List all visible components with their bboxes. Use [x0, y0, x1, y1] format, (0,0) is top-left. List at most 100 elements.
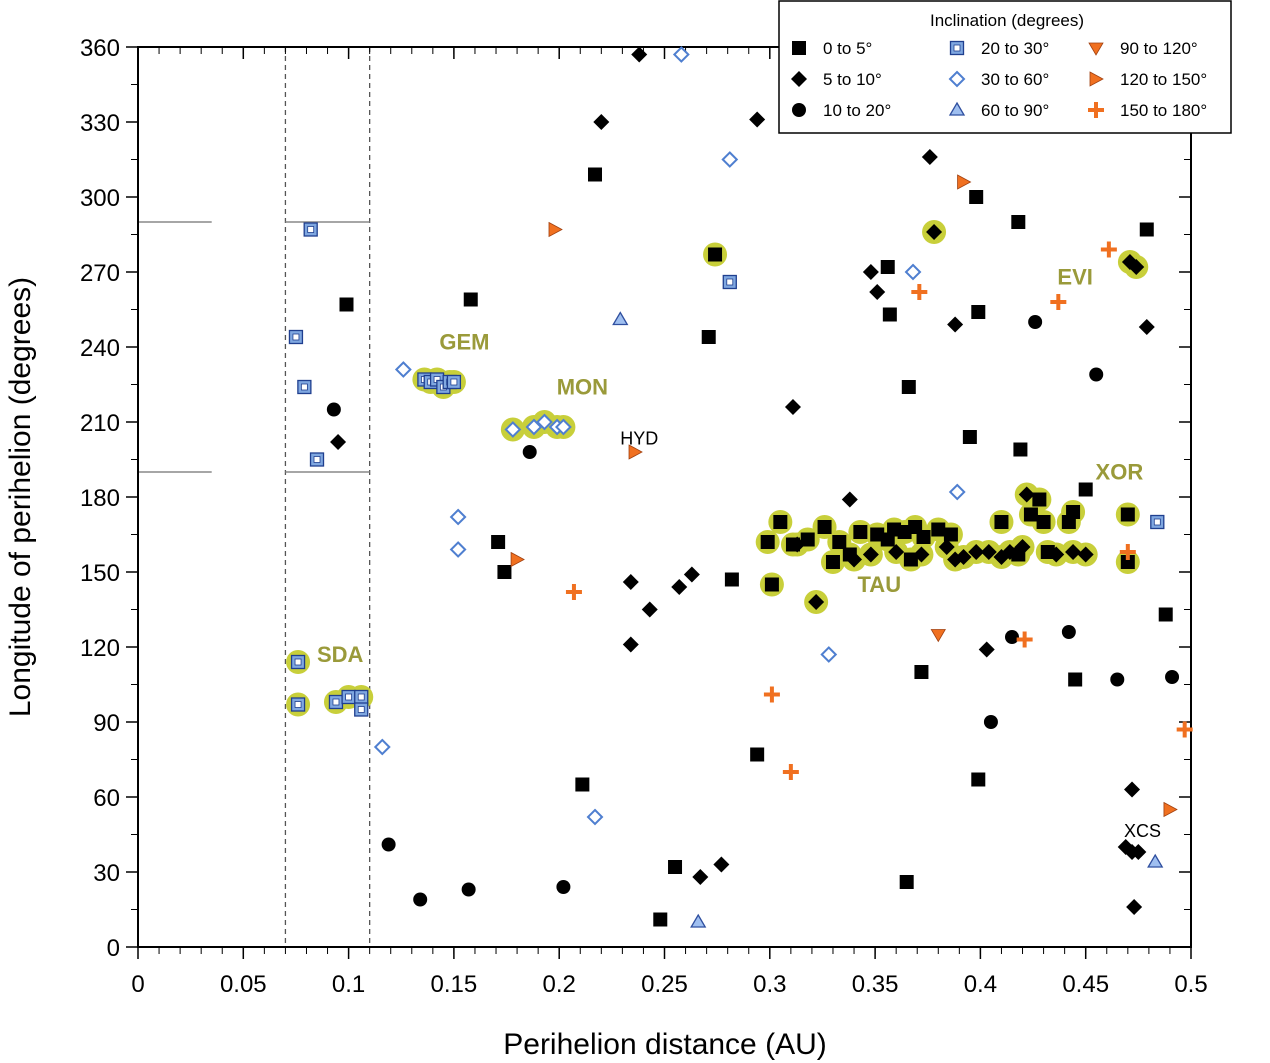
- data-point: [882, 307, 897, 322]
- plus-marker-v: [1056, 294, 1061, 310]
- data-point: [1004, 630, 1019, 644]
- data-point: [1028, 315, 1043, 329]
- legend-label: 0 to 5°: [823, 39, 872, 58]
- data-point: [962, 430, 977, 444]
- data-point: [968, 544, 985, 560]
- data-point: [446, 374, 462, 390]
- plus-marker-v: [788, 764, 793, 780]
- series-circle: [326, 315, 1180, 907]
- diamond-marker: [938, 539, 955, 555]
- data-point: [1139, 222, 1154, 237]
- data-point: [722, 274, 737, 290]
- diamond-open-marker: [504, 421, 522, 438]
- square-marker: [1158, 607, 1173, 622]
- diamond-marker: [631, 46, 648, 63]
- square-marker: [463, 292, 478, 307]
- square-marker: [1120, 555, 1135, 569]
- circle-marker: [1061, 625, 1076, 639]
- diamond-marker: [846, 551, 863, 568]
- data-point: [548, 221, 563, 238]
- data-point: [832, 535, 847, 549]
- data-point: [672, 46, 690, 63]
- data-point: [914, 665, 929, 679]
- triangle-up-marker: [690, 913, 707, 928]
- data-point: [1016, 631, 1033, 648]
- square-marker: [1036, 515, 1051, 529]
- series-diamond: [330, 46, 1155, 915]
- x-tick-label: 0.4: [964, 971, 997, 998]
- data-point: [622, 636, 639, 653]
- data-point: [1165, 670, 1180, 684]
- circle-marker: [413, 892, 428, 907]
- data-point: [862, 264, 879, 280]
- data-point: [668, 860, 683, 874]
- square-marker: [760, 535, 775, 549]
- data-point: [1124, 781, 1141, 798]
- data-point: [1032, 492, 1047, 507]
- diamond-marker: [692, 869, 709, 885]
- circle-marker: [556, 880, 571, 894]
- square-marker: [1013, 442, 1028, 457]
- circle-marker: [461, 882, 476, 897]
- data-point: [901, 380, 916, 394]
- triangle-right-marker: [548, 221, 563, 238]
- diamond-marker: [980, 544, 997, 560]
- x-tick-label: 0.15: [431, 971, 478, 998]
- series-triangle-down: [930, 629, 946, 643]
- diamond-marker: [862, 546, 879, 563]
- square-dot-center: [953, 44, 961, 52]
- data-point: [622, 574, 639, 590]
- square-marker: [1066, 505, 1081, 519]
- diamond-marker: [1138, 319, 1155, 335]
- square-marker: [897, 525, 912, 539]
- data-point: [1066, 505, 1081, 519]
- circle-marker: [792, 103, 806, 117]
- data-point: [1130, 844, 1147, 860]
- annotation-label: XCS: [1124, 821, 1161, 841]
- square-marker: [882, 307, 897, 322]
- diamond-marker: [968, 544, 985, 560]
- data-point: [800, 532, 815, 547]
- data-point: [994, 515, 1009, 529]
- data-point: [504, 421, 522, 438]
- data-point: [1089, 367, 1104, 382]
- diamond-marker: [1018, 486, 1035, 503]
- square-marker: [914, 665, 929, 679]
- annotation-label: HYD: [620, 429, 658, 449]
- square-dot-center: [307, 226, 315, 233]
- data-point: [354, 702, 369, 717]
- data-point: [556, 880, 571, 894]
- triangle-right-marker: [1089, 71, 1104, 87]
- diamond-marker: [888, 544, 905, 560]
- legend-box: [778, 0, 1232, 134]
- data-point: [328, 694, 344, 710]
- data-point: [888, 544, 905, 560]
- data-point: [708, 247, 723, 262]
- data-point: [588, 167, 603, 182]
- y-tick-label: 210: [80, 410, 120, 437]
- data-point: [782, 764, 799, 780]
- diamond-open-marker: [948, 483, 966, 501]
- square-marker: [800, 532, 815, 547]
- data-point: [721, 151, 739, 168]
- data-point: [841, 491, 858, 508]
- data-point: [683, 566, 700, 583]
- data-point: [926, 224, 943, 240]
- diamond-marker: [913, 546, 930, 563]
- plus-marker-v: [917, 284, 922, 300]
- plus-marker-v: [1106, 241, 1111, 258]
- data-point: [303, 222, 318, 237]
- diamond-open-marker: [820, 646, 838, 663]
- diamond-marker: [1077, 546, 1094, 563]
- shower-label: XOR: [1096, 460, 1144, 485]
- data-point: [1050, 294, 1067, 310]
- data-point: [497, 565, 512, 579]
- data-point: [1158, 607, 1173, 622]
- data-point: [749, 111, 766, 128]
- circle-marker: [522, 445, 537, 459]
- diamond-marker: [1124, 781, 1141, 798]
- diamond-marker: [978, 641, 995, 658]
- data-point: [869, 284, 886, 300]
- square-marker: [588, 167, 603, 182]
- series-square-dot: [288, 222, 1165, 717]
